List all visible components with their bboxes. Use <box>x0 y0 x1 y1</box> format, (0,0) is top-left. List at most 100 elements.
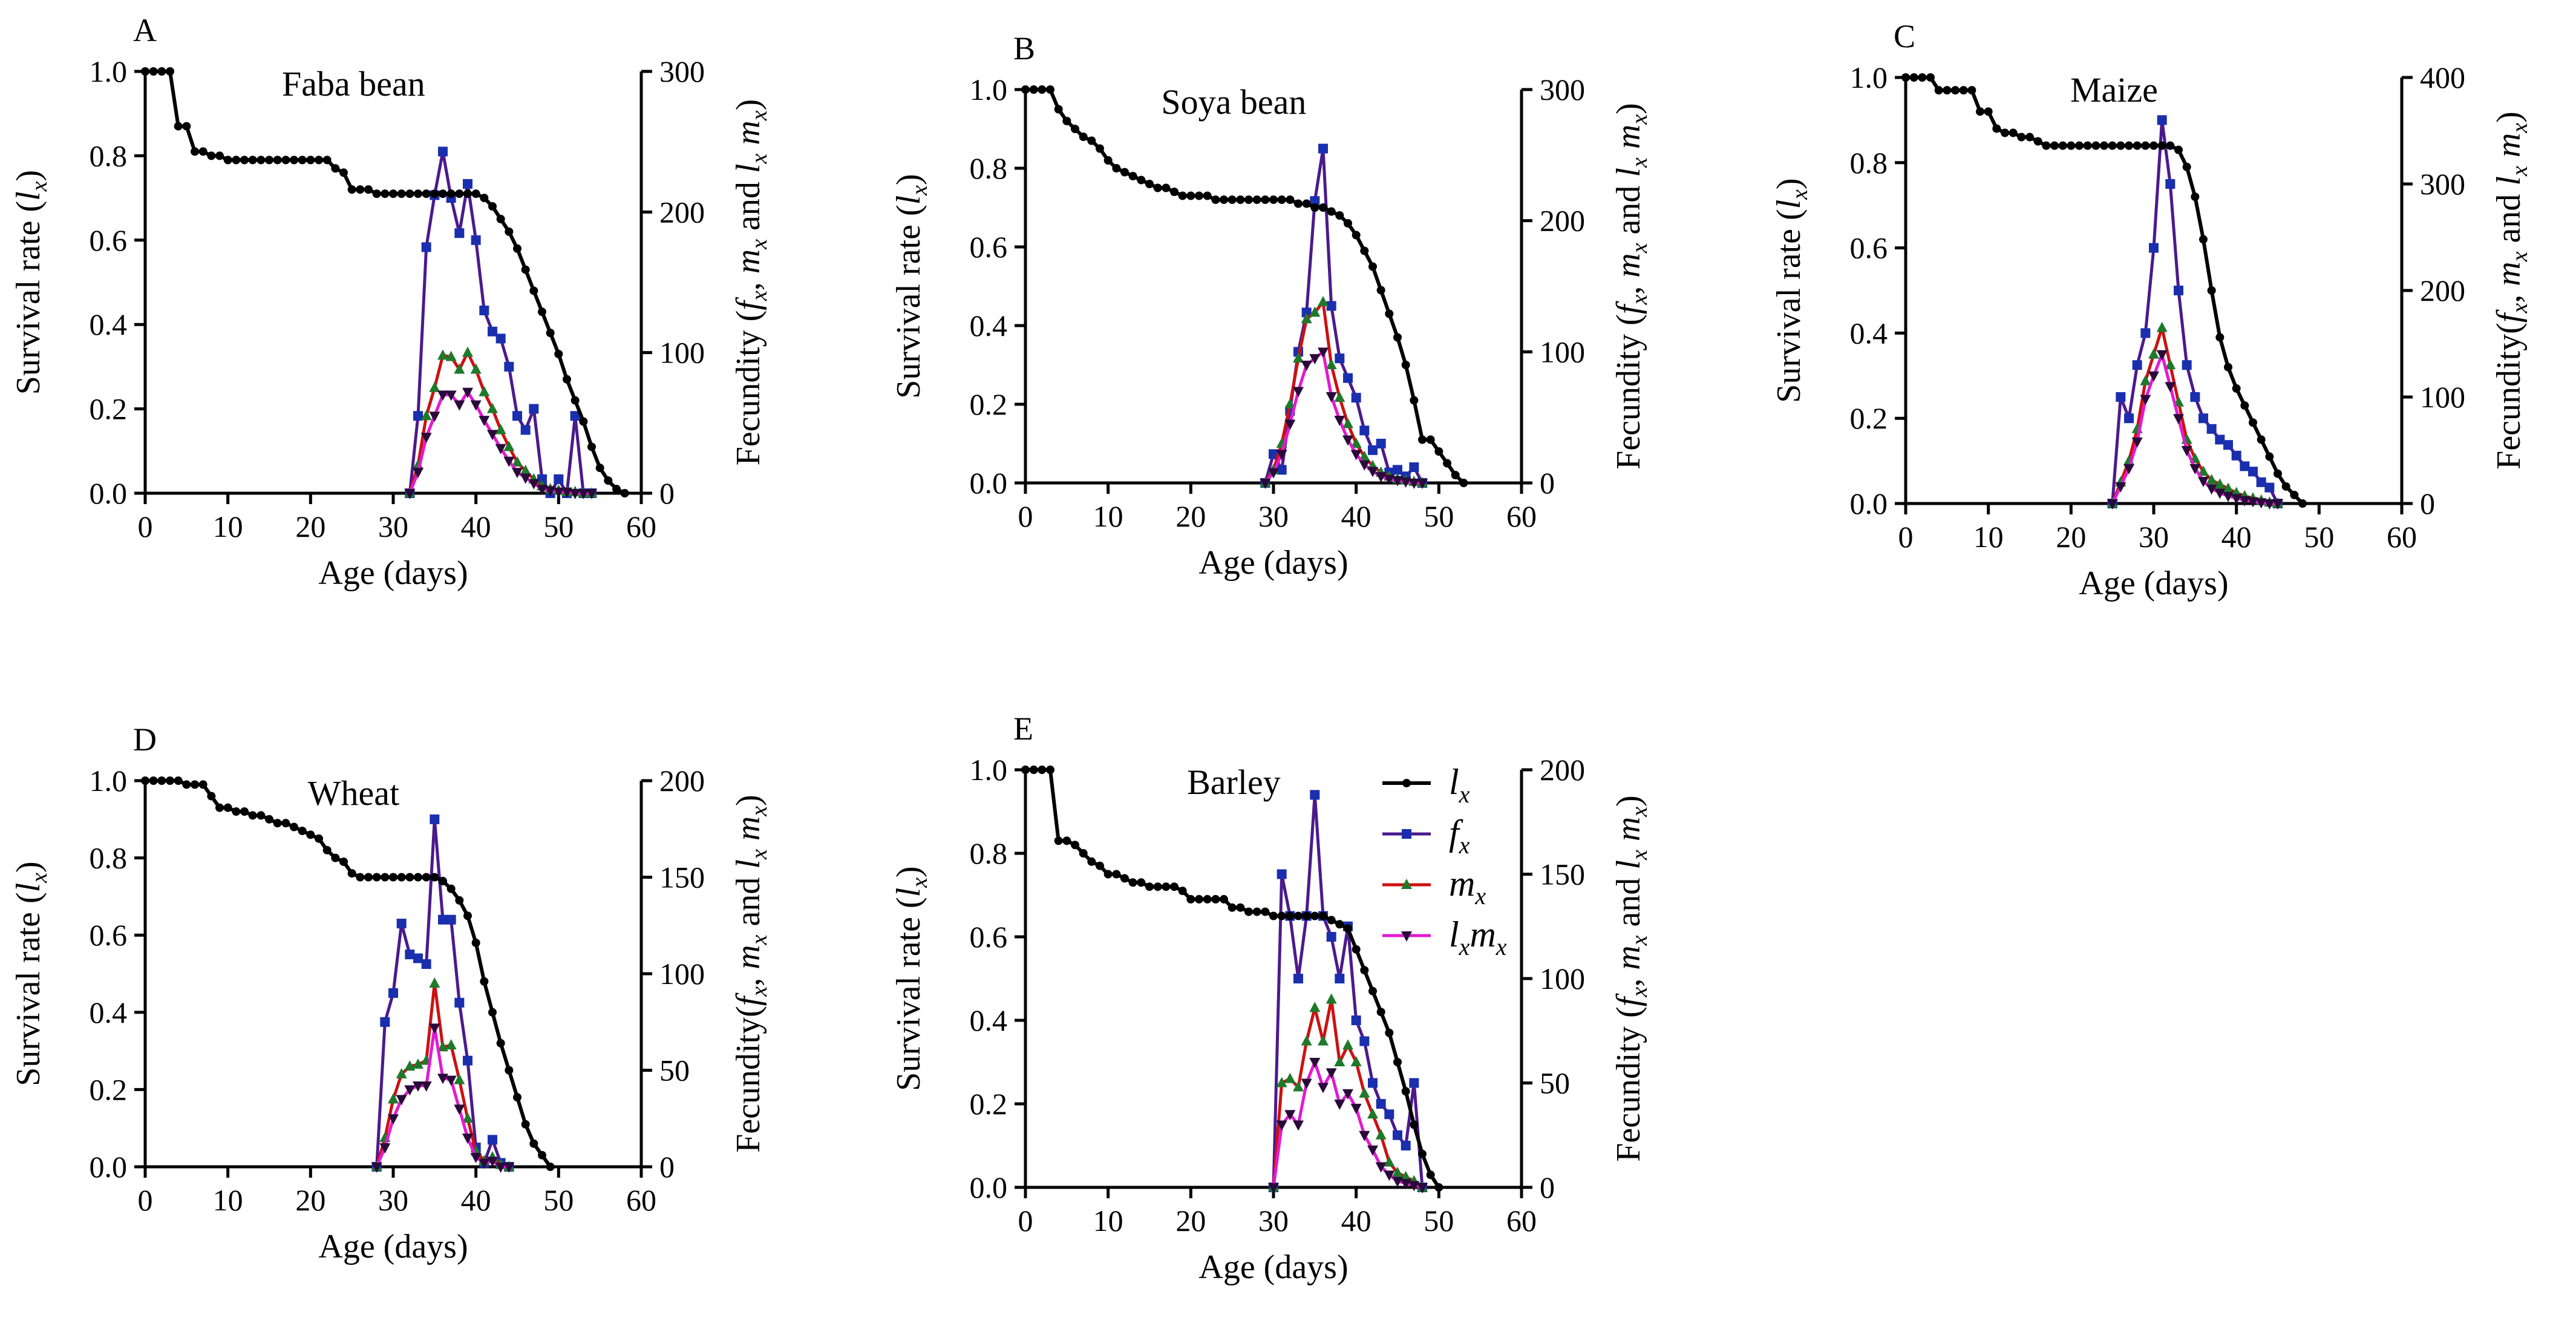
data-point-fx <box>1301 307 1312 318</box>
data-point-lxmx <box>1408 1181 1420 1192</box>
legend-entry-fx: fx <box>1382 813 1470 859</box>
data-point-lx <box>1096 861 1104 870</box>
data-point-lx <box>191 780 199 789</box>
data-point-lx <box>1236 195 1245 204</box>
x-tick-label: 0 <box>1018 1204 1033 1238</box>
data-point-lx <box>422 189 431 198</box>
data-point-lxmx <box>437 1074 448 1084</box>
data-point-lxmx <box>437 390 448 401</box>
data-point-mx <box>388 1093 399 1104</box>
data-point-lxmx <box>495 444 506 454</box>
data-point-lx <box>1261 907 1270 916</box>
data-point-lx <box>240 807 249 816</box>
data-point-mx <box>1359 1087 1370 1098</box>
data-point-lx <box>1145 180 1154 188</box>
data-point-lxmx <box>1293 387 1304 398</box>
data-point-lx <box>2274 469 2282 478</box>
y-axis-title: Survival rate (lx​) <box>890 174 932 398</box>
data-point-lx <box>1344 219 1352 228</box>
data-point-lxmx <box>487 430 498 441</box>
data-point-lx <box>1046 85 1054 94</box>
series-line-mx <box>2111 326 2278 505</box>
data-point-lxmx <box>454 400 465 411</box>
data-point-lx <box>1112 164 1121 172</box>
data-point-lx <box>529 286 538 295</box>
panel-a-faba-bean: 0 10 20 30 40 50 60 0.0 0.2 0.4 0.6 0.8 1.0 0 100 200 30… <box>10 12 772 592</box>
data-point-lxmx <box>2156 350 2168 361</box>
data-point-lx <box>1244 907 1253 916</box>
series-line-lxmx <box>408 390 592 495</box>
data-point-lx <box>2009 128 2018 137</box>
data-point-fx <box>1359 425 1370 436</box>
data-point-lxmx <box>1293 1120 1304 1131</box>
data-point-mx <box>429 977 440 988</box>
data-point-lx <box>2116 141 2125 150</box>
data-point-lxmx <box>544 486 556 497</box>
data-point-fx <box>1368 1078 1378 1088</box>
data-point-lx <box>1162 183 1171 192</box>
data-point-lx <box>1926 73 1935 82</box>
data-point-fx <box>388 988 398 998</box>
data-point-mx <box>413 1058 423 1069</box>
data-point-fx <box>2264 482 2275 493</box>
data-point-mx <box>487 402 498 413</box>
data-point-fx <box>2124 413 2134 424</box>
data-point-lx <box>356 873 365 882</box>
data-point-lx <box>1021 766 1030 774</box>
data-point-lx <box>166 776 174 785</box>
data-point-fx <box>570 411 580 421</box>
data-point-lx <box>2240 401 2249 410</box>
data-point-lx <box>1261 195 1270 204</box>
data-point-lx <box>1360 246 1369 255</box>
data-point-lx <box>1120 874 1129 883</box>
data-point-fx <box>1335 353 1345 364</box>
x-tick-label: 10 <box>213 1183 243 1217</box>
data-point-fx <box>1310 790 1320 800</box>
data-point-lx <box>1211 195 1220 204</box>
series-lxmx <box>404 387 597 499</box>
data-point-lx <box>347 185 356 194</box>
data-point-lx <box>166 67 174 76</box>
data-point-fx <box>2240 461 2250 471</box>
data-point-lx <box>1286 195 1295 204</box>
data-point-lx <box>1277 195 1286 204</box>
data-point-lx <box>455 896 464 905</box>
data-point-lx <box>521 1120 530 1129</box>
data-point-lx <box>529 1139 538 1148</box>
data-point-fx <box>1277 869 1287 879</box>
data-point-lx <box>1236 903 1245 912</box>
data-point-fx <box>488 326 497 336</box>
data-point-lx <box>1959 86 1968 95</box>
data-point-lx <box>215 151 224 160</box>
data-point-lx <box>1294 199 1303 208</box>
data-point-lx <box>174 122 183 131</box>
data-point-mx <box>1392 1166 1403 1177</box>
data-point-fx <box>1277 465 1287 475</box>
data-point-mx <box>2206 474 2217 485</box>
data-point-lx <box>1368 262 1377 271</box>
data-point-lx <box>2042 141 2051 150</box>
data-point-lx <box>480 977 489 986</box>
data-point-lx <box>1434 447 1443 456</box>
data-point-lx <box>620 489 629 497</box>
data-point-lx <box>538 1150 546 1160</box>
data-point-fx <box>2248 467 2258 477</box>
y-axis-title: Survival rate (lx​) <box>10 170 52 395</box>
data-point-fx <box>463 1055 472 1066</box>
data-point-lx <box>1376 1008 1385 1017</box>
data-point-lxmx <box>396 1095 407 1106</box>
data-point-lx <box>149 67 158 76</box>
data-point-mx <box>437 349 448 360</box>
data-point-lx <box>430 873 439 882</box>
data-point-lx <box>1967 86 1976 95</box>
data-point-mx <box>1309 1002 1321 1012</box>
data-point-lx <box>1310 203 1319 212</box>
data-point-lx <box>1426 435 1435 444</box>
y-tick-label: 0.8 <box>90 841 128 875</box>
data-point-lx <box>1909 73 1918 82</box>
data-point-lxmx <box>569 489 581 499</box>
y-tick-label: 0.0 <box>970 466 1008 500</box>
data-point-lx <box>232 156 241 165</box>
data-point-lxmx <box>1400 477 1411 488</box>
x-tick-label: 10 <box>1973 520 2004 554</box>
